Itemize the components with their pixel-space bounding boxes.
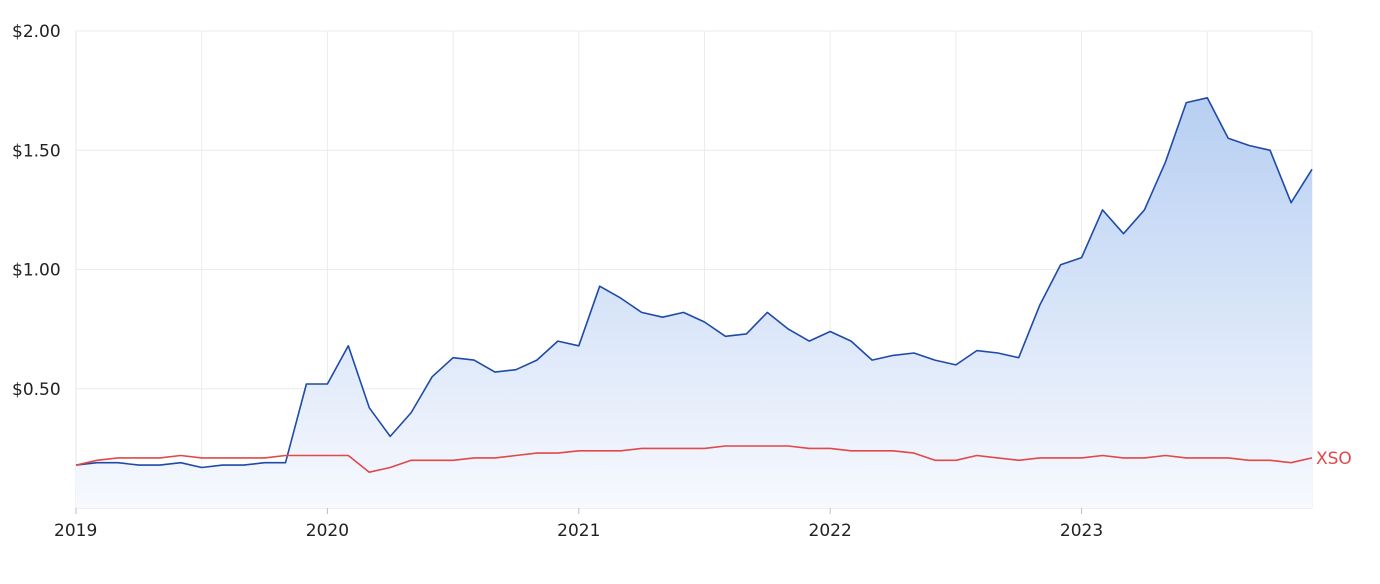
x-tick-label: 2022 xyxy=(809,521,852,541)
y-axis: $0.50 $1.00 $1.50 $2.00 xyxy=(12,22,61,400)
x-tick-label: 2021 xyxy=(557,521,600,541)
y-tick-label: $1.50 xyxy=(12,141,61,161)
series-end-label: XSO xyxy=(1316,449,1352,469)
x-tick-label: 2020 xyxy=(306,521,349,541)
x-tick-label: 2019 xyxy=(54,521,97,541)
y-tick-label: $0.50 xyxy=(12,380,61,400)
y-tick-label: $1.00 xyxy=(12,261,61,281)
series-area-fill xyxy=(76,97,1312,509)
series-line-xso xyxy=(75,445,1313,473)
x-axis: 2019 2020 2021 2022 2023 xyxy=(54,508,1103,541)
series-line-price xyxy=(75,97,1313,469)
x-tick-label: 2023 xyxy=(1060,521,1103,541)
series-labels: XSO xyxy=(1316,449,1352,469)
y-tick-label: $2.00 xyxy=(12,22,61,42)
chart-series xyxy=(75,97,1313,509)
